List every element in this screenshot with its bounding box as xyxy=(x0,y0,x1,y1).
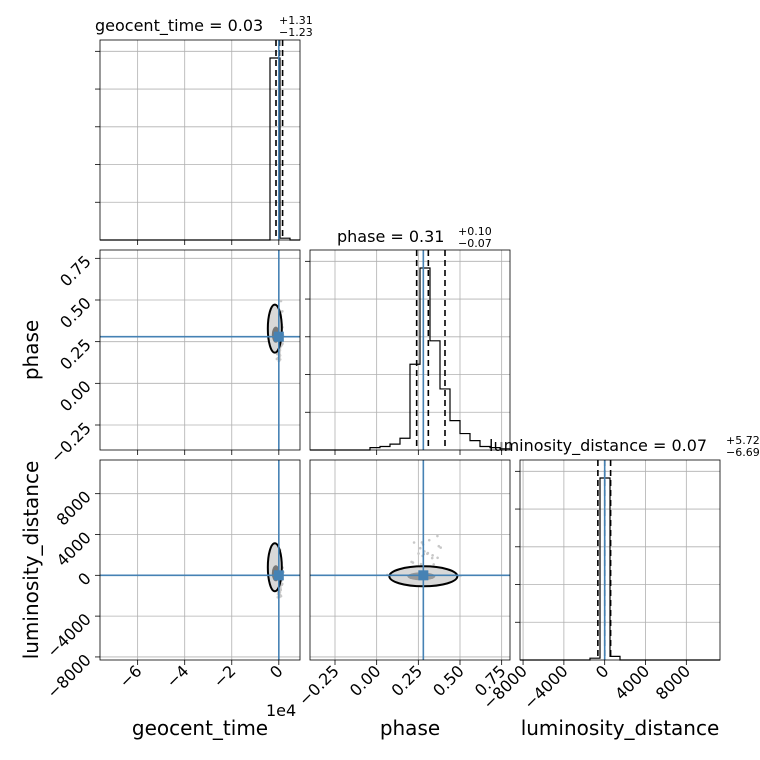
y-axis-label-phase: phase xyxy=(19,320,43,380)
y-tick-label: 0.00 xyxy=(56,377,95,416)
title-luminosity-distance: luminosity_distance = 0.07 +5.72 −6.69 xyxy=(489,434,760,459)
scatter-point xyxy=(280,583,284,587)
panel-frame xyxy=(99,459,301,661)
x-tick-label: −0.25 xyxy=(295,661,343,709)
x-axis-label-geocent-time: geocent_time xyxy=(132,716,268,740)
panel-frame xyxy=(519,459,721,661)
title-luminosity-distance-minus: −6.69 xyxy=(726,446,760,459)
scatter-point xyxy=(439,546,442,549)
panel-phase-vs-phase xyxy=(309,249,511,451)
scatter-point xyxy=(279,299,283,303)
scatter-point xyxy=(431,554,434,557)
injection-marker xyxy=(418,570,429,581)
scatter-point xyxy=(419,562,423,566)
histogram-geocent_time xyxy=(100,57,300,241)
x-tick-label: −4 xyxy=(162,661,192,691)
x-axis-label-phase: phase xyxy=(380,716,440,740)
scatter-point xyxy=(417,552,420,555)
scatter-point xyxy=(432,563,436,566)
panel-luminosity_distance-vs-luminosity_distance xyxy=(519,459,721,661)
injection-marker xyxy=(273,331,284,342)
panel-frame xyxy=(309,459,511,661)
title-geocent-time-minus: −1.23 xyxy=(279,26,313,39)
scatter-point xyxy=(279,587,282,591)
title-phase-main: phase = 0.31 xyxy=(337,227,444,246)
y-tick-label: 0.75 xyxy=(56,252,95,291)
panel-frame xyxy=(99,249,301,451)
x-tick-label: 8000 xyxy=(652,661,694,703)
x-tick-label: −4000 xyxy=(520,661,572,713)
title-geocent-time-main: geocent_time = 0.03 xyxy=(95,16,263,36)
x-offset-text: 1e4 xyxy=(266,701,296,720)
x-tick-label: 0 xyxy=(266,661,287,682)
scatter-point xyxy=(437,544,441,548)
title-phase-plus: +0.10 xyxy=(458,225,492,238)
y-tick-label: −8000 xyxy=(43,650,95,702)
x-tick-label: −6 xyxy=(115,661,145,691)
x-tick-label: 4000 xyxy=(611,661,653,703)
title-phase: phase = 0.31 +0.10 −0.07 xyxy=(337,225,492,250)
histogram-luminosity_distance xyxy=(520,477,720,661)
x-tick-label: −2 xyxy=(209,661,239,691)
scatter-point xyxy=(436,534,439,538)
y-tick-label: −0.25 xyxy=(47,418,95,466)
scatter-point xyxy=(427,538,431,542)
y-tick-label: 0.25 xyxy=(56,335,95,374)
panel-luminosity_distance-vs-phase xyxy=(309,459,511,661)
scatter-point xyxy=(281,342,284,345)
scatter-point xyxy=(279,594,283,598)
title-phase-minus: −0.07 xyxy=(458,237,492,250)
panel-geocent_time-vs-geocent_time xyxy=(99,39,301,241)
y-tick-label: 0 xyxy=(74,569,95,590)
panel-frame xyxy=(99,39,301,241)
y-tick-label: 0.50 xyxy=(56,293,95,332)
title-luminosity-distance-main: luminosity_distance = 0.07 xyxy=(489,436,707,456)
panel-frame xyxy=(309,249,511,451)
panel-phase-vs-geocent_time xyxy=(99,249,301,451)
y-tick-label: 4000 xyxy=(53,528,95,570)
x-tick-label: 0 xyxy=(592,661,613,682)
scatter-point xyxy=(412,541,416,544)
title-luminosity-distance-plus: +5.72 xyxy=(726,434,760,447)
x-axis-label-luminosity-distance: luminosity_distance xyxy=(521,716,720,740)
panel-luminosity_distance-vs-geocent_time xyxy=(99,459,301,661)
scatter-point xyxy=(410,560,413,564)
scatter-point xyxy=(276,352,279,356)
histogram-phase xyxy=(310,267,511,451)
y-axis-label-luminosity-distance: luminosity_distance xyxy=(19,461,43,660)
scatter-point xyxy=(426,551,430,555)
scatter-point xyxy=(418,546,422,550)
x-tick-label: 0.00 xyxy=(346,661,385,700)
y-tick-label: 8000 xyxy=(53,487,95,529)
x-tick-label: 0.50 xyxy=(429,661,468,700)
panels: −6 −4 −2 0 −0.25 0.00 0.25 0.50 0.75−8000−4000 04… xyxy=(43,39,721,713)
title-geocent-time: geocent_time = 0.03 +1.31 −1.23 xyxy=(95,14,313,39)
scatter-point xyxy=(436,556,439,560)
x-tick-label: 0.25 xyxy=(388,661,427,700)
injection-marker xyxy=(273,570,284,581)
y-tick-label: −4000 xyxy=(43,610,95,662)
scatter-point xyxy=(430,556,434,560)
title-geocent-time-plus: +1.31 xyxy=(279,14,313,27)
